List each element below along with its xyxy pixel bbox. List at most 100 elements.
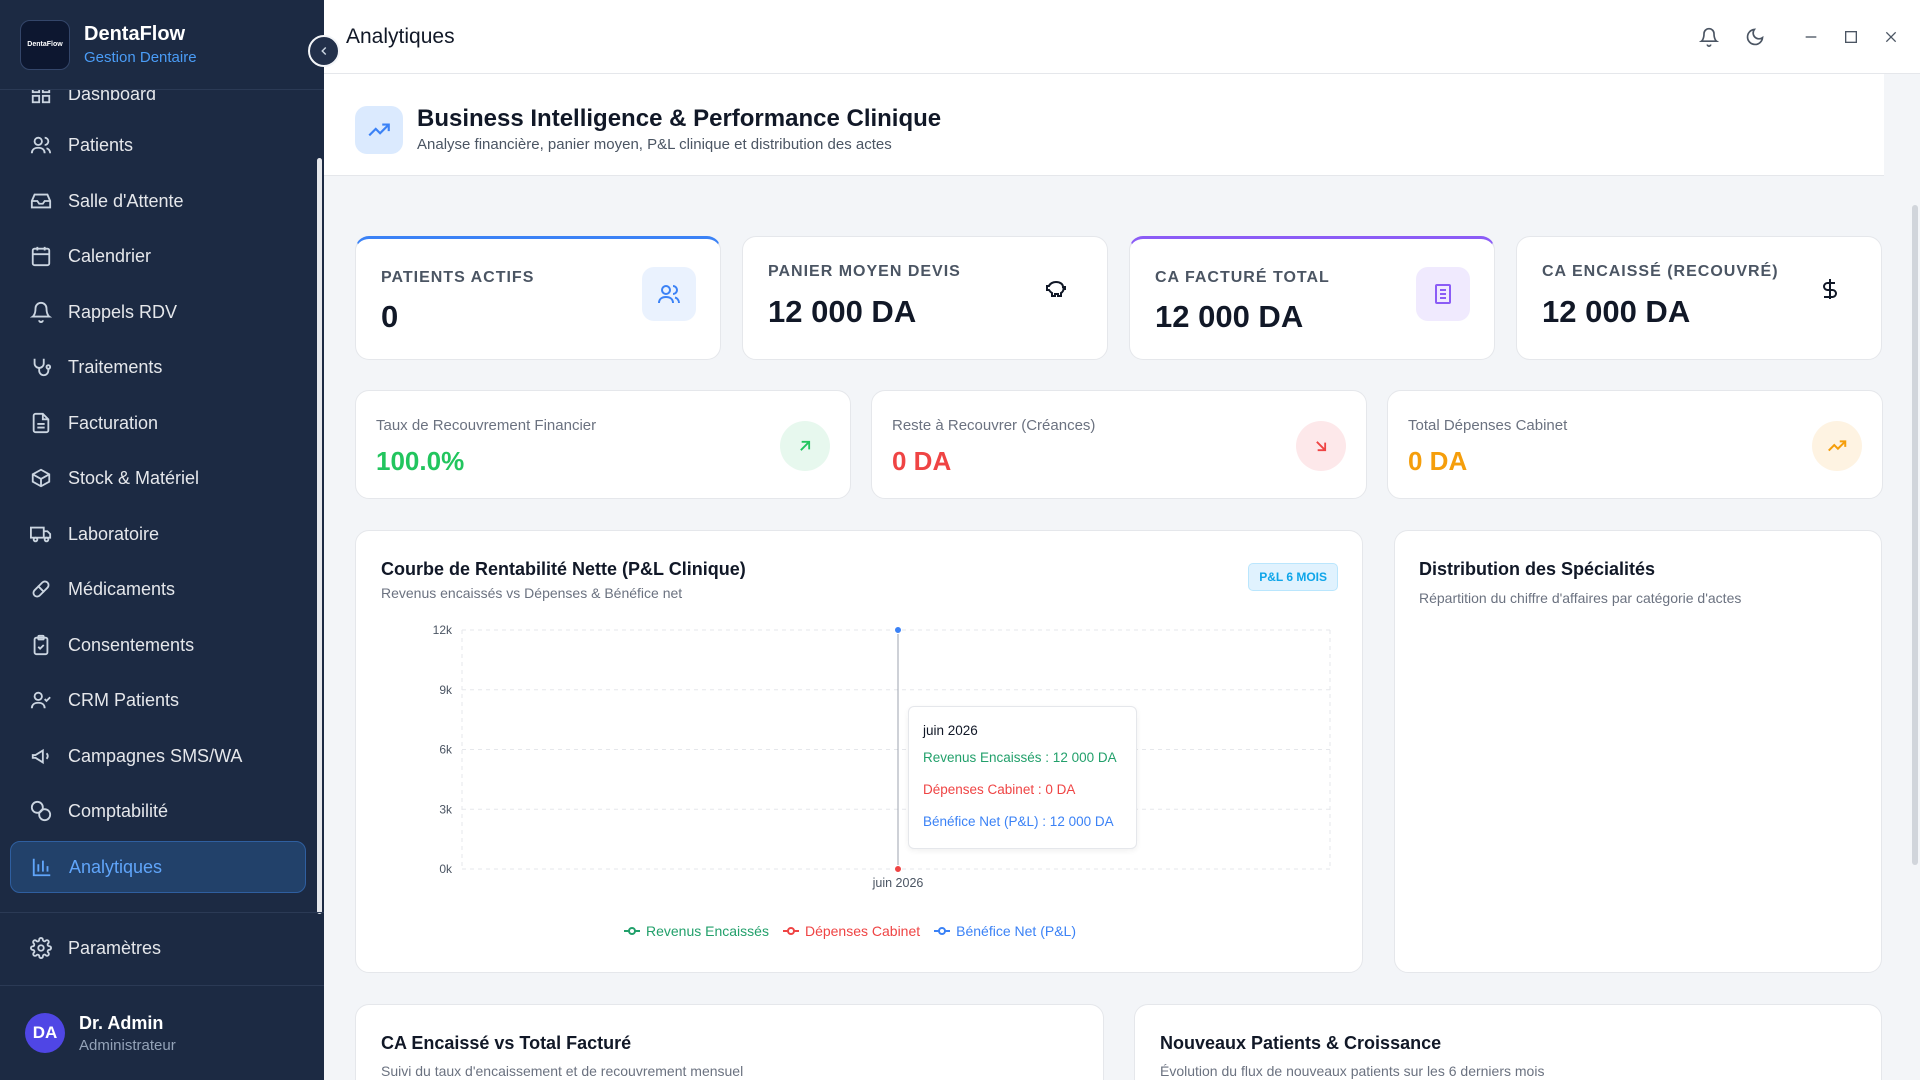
sidebar-item-calendrier[interactable]: Calendrier (10, 230, 306, 282)
stat-value: 0 DA (1408, 446, 1468, 476)
sidebar-item-comptabilite[interactable]: Comptabilité (10, 785, 306, 837)
kpi-value: 12 000 DA (1155, 299, 1304, 334)
sidebar-item-consentements[interactable]: Consentements (10, 619, 306, 671)
sidebar-item-salle-attente[interactable]: Salle d'Attente (10, 175, 306, 227)
sidebar-item-laboratoire[interactable]: Laboratoire (10, 508, 306, 560)
kpi-label: Panier Moyen Devis (768, 263, 961, 280)
maximize-button[interactable] (1838, 24, 1864, 50)
users-icon (642, 267, 696, 321)
maximize-icon (1845, 31, 1857, 43)
moon-icon (1746, 28, 1764, 46)
tooltip-revenus: Revenus Encaissés : 12 000 DA (923, 750, 1117, 765)
user-profile[interactable]: DA Dr. Admin Administrateur (0, 985, 324, 1080)
sidebar-item-facturation[interactable]: Facturation (10, 397, 306, 449)
receipt-icon (1416, 267, 1470, 321)
stat-value: 0 DA (892, 446, 952, 476)
header-title: Business Intelligence & Performance Clin… (417, 105, 942, 132)
y-tick-label: 3k (439, 802, 453, 816)
topbar: Analytiques (324, 0, 1920, 74)
y-tick-label: 6k (439, 743, 453, 757)
dark-mode-toggle[interactable] (1742, 24, 1768, 50)
close-button[interactable] (1878, 24, 1904, 50)
user-name: Dr. Admin (79, 1012, 164, 1033)
sidebar-item-dashboard[interactable]: Dashboard (10, 90, 306, 120)
stat-label: Taux de Recouvrement Financier (376, 417, 597, 434)
growth-panel: Nouveaux Patients & Croissance Évolution… (1134, 1004, 1882, 1080)
sidebar-collapse-button[interactable] (308, 35, 340, 67)
data-point (894, 865, 902, 873)
sidebar-item-rappels[interactable]: Rappels RDV (10, 286, 306, 338)
kpi-value: 12 000 DA (768, 294, 917, 329)
chart-tooltip: juin 2026 Revenus Encaissés : 12 000 DA … (908, 706, 1137, 849)
panel-subtitle: Revenus encaissés vs Dépenses & Bénéfice… (381, 585, 683, 601)
sidebar-item-crm[interactable]: CRM Patients (10, 674, 306, 726)
sidebar-item-campagnes[interactable]: Campagnes SMS/WA (10, 730, 306, 782)
inbox-icon (30, 193, 52, 209)
main-scrollbar[interactable] (1912, 205, 1918, 865)
y-tick-label: 12k (433, 623, 453, 637)
dollar-icon (1803, 262, 1857, 316)
sidebar-item-label: Salle d'Attente (68, 190, 184, 211)
sidebar-item-label: Campagnes SMS/WA (68, 745, 243, 766)
sidebar-scrollbar[interactable] (317, 158, 322, 914)
sidebar-item-label: Traitements (68, 356, 163, 377)
legend-item-depenses[interactable]: Dépenses Cabinet (782, 923, 920, 939)
header-subtitle: Analyse financière, panier moyen, P&L cl… (417, 136, 892, 153)
stat-card-taux-recouvrement: Taux de Recouvrement Financier 100.0% (355, 390, 851, 499)
stat-label: Reste à Recouvrer (Créances) (892, 417, 1096, 434)
brand-subtitle: Gestion Dentaire (84, 49, 197, 66)
period-badge[interactable]: P&L 6 MOIS (1248, 563, 1338, 591)
sidebar-item-patients[interactable]: Patients (10, 119, 306, 171)
arrow-down-right-icon (1296, 421, 1346, 471)
kpi-label: CA Facturé Total (1155, 269, 1330, 286)
sidebar-divider (0, 912, 324, 913)
sidebar-item-label: Rappels RDV (68, 301, 178, 322)
sidebar-item-parametres[interactable]: Paramètres (10, 922, 306, 974)
kpi-card-ca-encaisse: CA Encaissé (Recouvré) 12 000 DA (1516, 236, 1882, 360)
legend-item-benefice[interactable]: Bénéfice Net (P&L) (934, 923, 1076, 939)
megaphone-icon (31, 748, 49, 765)
sidebar-item-analytiques[interactable]: Analytiques (10, 841, 306, 893)
brand[interactable]: DentaFlow DentaFlow Gestion Dentaire (0, 0, 324, 90)
distribution-panel: Distribution des Spécialités Répartition… (1394, 530, 1882, 973)
users-icon (30, 136, 52, 154)
kpi-card-patients-actifs: Patients Actifs 0 (355, 236, 721, 360)
ca-panel: CA Encaissé vs Total Facturé Suivi du ta… (355, 1004, 1104, 1080)
user-role: Administrateur (79, 1036, 176, 1054)
panel-subtitle: Suivi du taux d'encaissement et de recou… (381, 1063, 744, 1079)
chart-legend: Revenus Encaissés Dépenses Cabinet Bénéf… (624, 923, 1090, 939)
sidebar-item-stock[interactable]: Stock & Matériel (10, 452, 306, 504)
page-header: Business Intelligence & Performance Clin… (324, 74, 1884, 176)
sidebar-item-label: Paramètres (68, 937, 162, 958)
piggy-bank-icon (1029, 262, 1083, 316)
stat-card-reste-recouvrer: Reste à Recouvrer (Créances) 0 DA (871, 390, 1367, 499)
user-check-icon (30, 691, 51, 709)
legend-label: Bénéfice Net (P&L) (956, 923, 1076, 939)
sidebar-nav: Dashboard Patients Salle d'Attente Calen… (0, 90, 324, 910)
coins-icon (30, 800, 52, 822)
sidebar-item-label: Calendrier (68, 245, 152, 266)
panel-title: Nouveaux Patients & Croissance (1160, 1033, 1442, 1053)
pill-icon (32, 580, 50, 598)
stat-value: 100.0% (376, 446, 465, 476)
sidebar-item-label: Comptabilité (68, 800, 169, 821)
page-title: Analytiques (346, 24, 455, 48)
sidebar-item-traitements[interactable]: Traitements (10, 341, 306, 393)
notification-button[interactable] (1696, 24, 1722, 50)
sidebar-item-label: Laboratoire (68, 523, 160, 544)
stethoscope-icon (33, 358, 52, 377)
tooltip-benefice: Bénéfice Net (P&L) : 12 000 DA (923, 814, 1114, 829)
sidebar-item-medicaments[interactable]: Médicaments (10, 563, 306, 615)
panel-title: Courbe de Rentabilité Nette (P&L Cliniqu… (381, 559, 746, 579)
sidebar-item-label: CRM Patients (68, 689, 180, 710)
dashboard-icon (31, 90, 51, 104)
tooltip-title: juin 2026 (923, 723, 978, 738)
clipboard-icon (33, 634, 49, 656)
panel-title: Distribution des Spécialités (1419, 559, 1656, 579)
calendar-icon (31, 246, 51, 267)
minimize-button[interactable] (1798, 24, 1824, 50)
arrow-up-right-icon (780, 421, 830, 471)
kpi-value: 0 (381, 299, 399, 334)
legend-item-revenus[interactable]: Revenus Encaissés (624, 923, 769, 939)
